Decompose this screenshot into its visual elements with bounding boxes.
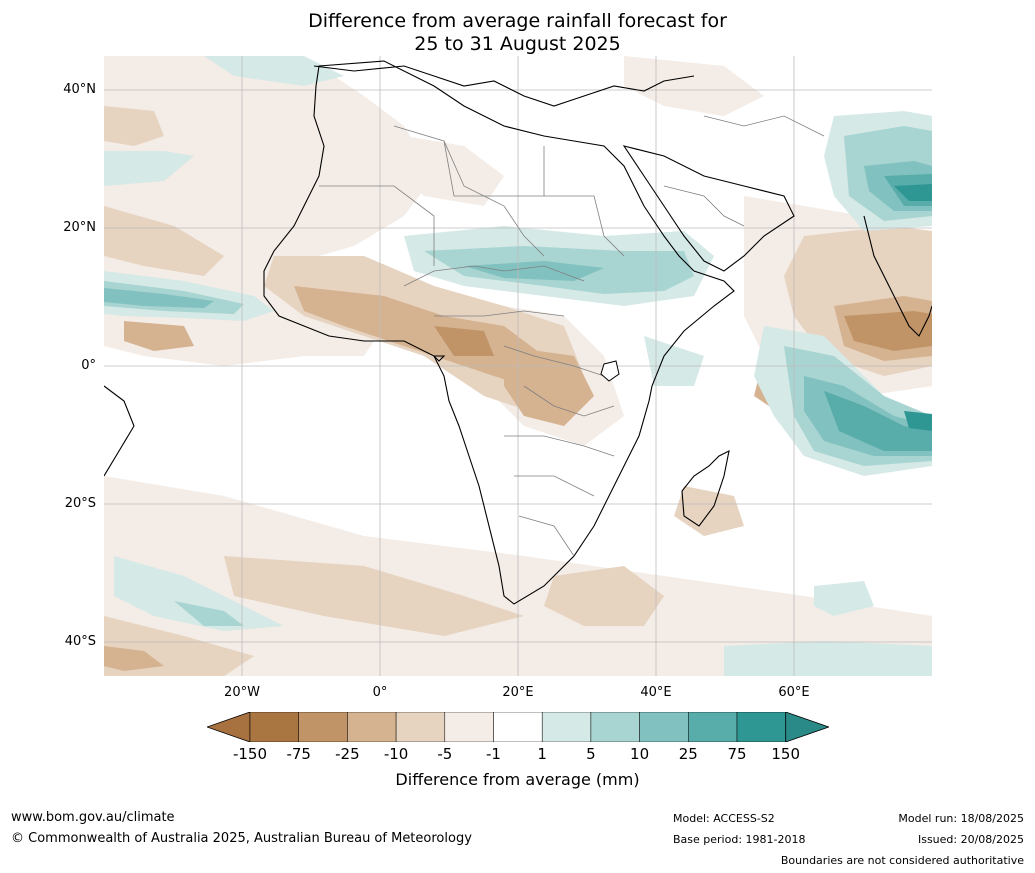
colorbar-tick-label: 1 xyxy=(537,745,547,763)
lon-label-20e: 20°E xyxy=(502,685,534,700)
colorbar-tick-label: 10 xyxy=(630,745,650,763)
colorbar-tick-label: -10 xyxy=(383,745,409,763)
colorbar-cell xyxy=(298,712,348,742)
colorbar-tick-label: 75 xyxy=(727,745,747,763)
anomaly-field-wet-extreme xyxy=(894,184,932,431)
colorbar xyxy=(207,712,829,742)
africa-coastline xyxy=(263,60,735,605)
country-borders xyxy=(319,115,825,557)
lat-label-0: 0° xyxy=(81,358,96,373)
map-title-line1: Difference from average rainfall forecas… xyxy=(308,10,727,32)
colorbar-cell xyxy=(639,712,689,742)
colorbar-cell xyxy=(249,712,299,742)
lake-victoria xyxy=(600,360,620,382)
colorbar-extend-low xyxy=(207,712,251,742)
map-title-line2: 25 to 31 August 2025 xyxy=(414,33,621,55)
madagascar-coastline xyxy=(681,450,730,527)
colorbar-tick-label: 5 xyxy=(586,745,596,763)
colorbar-tick-label: 25 xyxy=(678,745,698,763)
colorbar-cell xyxy=(493,712,543,742)
rainfall-anomaly-map xyxy=(104,56,932,676)
graticule xyxy=(104,56,932,676)
india-coastline xyxy=(863,215,932,337)
colorbar-cell xyxy=(395,712,446,742)
colorbar-tick-label: -25 xyxy=(335,745,360,763)
footer-model-run: Model run: 18/08/2025 xyxy=(898,812,1024,825)
lat-label-20s: 20°S xyxy=(64,496,96,511)
colorbar-tick-label: 150 xyxy=(771,745,800,763)
colorbar-cell xyxy=(688,712,738,742)
anomaly-field-dry-very-strong xyxy=(434,311,932,356)
colorbar-tick-label: -5 xyxy=(437,745,453,763)
arabia-coastline xyxy=(622,145,795,272)
south-america-coastline xyxy=(104,385,135,477)
lon-label-20w: 20°W xyxy=(224,685,260,700)
coastlines xyxy=(104,60,932,605)
colorbar-label: Difference from average (mm) xyxy=(395,770,640,789)
colorbar-tick-label: -75 xyxy=(286,745,311,763)
colorbar-cell xyxy=(736,712,786,742)
footer-disclaimer: Boundaries are not considered authoritat… xyxy=(780,854,1024,867)
lat-label-40s: 40°S xyxy=(64,634,96,649)
lon-label-0: 0° xyxy=(372,685,388,700)
footer-issued: Issued: 20/08/2025 xyxy=(917,833,1024,846)
colorbar-cells xyxy=(207,712,829,742)
footer-website: www.bom.gov.au/climate xyxy=(11,810,175,825)
footer-copyright: © Commonwealth of Australia 2025, Austra… xyxy=(11,831,472,846)
europe-coastline xyxy=(313,65,695,107)
footer-model: Model: ACCESS-S2 xyxy=(673,812,775,825)
map-title: Difference from average rainfall forecas… xyxy=(0,10,1035,56)
colorbar-cell xyxy=(347,712,397,742)
colorbar-cell xyxy=(444,712,494,742)
colorbar-tick-label: -150 xyxy=(232,745,268,763)
colorbar-tick-label: -1 xyxy=(486,745,501,763)
lon-label-40e: 40°E xyxy=(640,685,672,700)
lat-label-40n: 40°N xyxy=(63,82,96,97)
footer-base-period: Base period: 1981-2018 xyxy=(673,833,806,846)
lon-label-60e: 60°E xyxy=(778,685,810,700)
lat-label-20n: 20°N xyxy=(63,220,96,235)
colorbar-extend-high xyxy=(785,712,829,742)
colorbar-cell xyxy=(590,712,640,742)
colorbar-cell xyxy=(541,712,592,742)
